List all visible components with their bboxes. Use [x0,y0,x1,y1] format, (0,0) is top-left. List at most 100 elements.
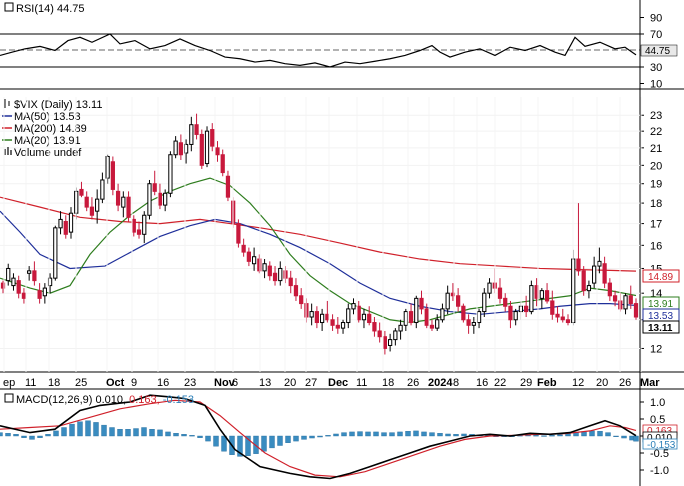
macd-histogram-bar [461,433,467,437]
x-tick-label: ep [3,377,15,389]
candle [189,116,194,152]
macd-value-tag-label: -0.153 [647,440,676,451]
price-tick-label: 12 [650,343,662,355]
x-tick-label: 20 [284,377,296,389]
candle [346,303,351,329]
price-tag-label: 13.91 [648,299,673,310]
x-tick-label: 2024 [428,377,453,389]
macd-histogram-bar [613,435,619,438]
candle [178,134,183,160]
candle [398,319,403,340]
macd-histogram-bar [117,429,123,437]
candle [607,278,612,301]
candle [63,215,68,239]
macd-histogram-bar [549,435,555,437]
candle [319,308,325,331]
macd-histogram-bar [557,434,563,437]
candle [429,319,435,331]
price-tag-label: 14.89 [648,272,673,283]
candle [220,149,225,177]
macd-tick-label: -1.0 [650,465,669,477]
macd-histogram-bar [269,435,275,449]
price-tag-label: 13.53 [648,311,673,322]
macd-histogram-bar [141,427,147,437]
candle [581,266,586,296]
candle [183,139,189,164]
macd-histogram-bar [197,435,203,438]
rsi-value-tag [640,44,678,57]
x-tick-label: 27 [305,377,317,389]
candle [628,285,633,309]
x-tick-label: 26 [407,377,419,389]
macd-histogram-bar [301,435,307,440]
macd-histogram-bar [101,424,107,437]
candle [262,259,267,279]
candle [288,270,293,294]
x-tick-label: 26 [619,377,631,389]
candle [126,191,131,222]
macd-histogram-bar [357,431,363,437]
x-tick-label: 12 [572,377,584,389]
candle [602,256,607,289]
x-tick-label: 9 [131,377,137,389]
macd-legend-swatch [4,393,14,403]
candle [0,280,6,294]
macd-histogram-bar [381,432,387,437]
macd-value-tag-label: 0.010 [647,433,672,444]
macd-histogram-bar [221,435,227,452]
candle [11,273,16,291]
candle [555,306,560,323]
legend-label: $VIX (Daily) 13.11 [14,99,102,111]
legend-label: MA(20) 13.91 [14,135,81,147]
x-tick-label: 16 [157,377,169,389]
candle [37,283,42,304]
legend-item: MA(200) 14.89 [2,123,87,135]
macd-value: MACD(12,26,9) 0.010, [16,394,126,406]
candle [236,219,241,248]
candle [565,314,571,326]
candle [456,288,461,312]
macd-histogram-bar [533,435,539,437]
macd-histogram-bar [405,431,411,437]
candle [435,314,440,331]
macd-histogram-bar [157,429,163,437]
x-tick-label: 8 [453,377,459,389]
candle [215,141,220,162]
macd-histogram-bar [93,422,99,437]
macd-histogram-bar [389,432,395,437]
candle [272,266,278,286]
price-tick-label: 22 [650,126,662,138]
candle [110,156,115,196]
macd-histogram-bar [589,430,595,437]
x-tick-label: 16 [476,377,488,389]
candle [84,191,89,212]
price-tag: 13.53 [642,308,680,322]
candles [0,113,639,355]
candle [225,170,231,202]
macd-histogram-bar [429,432,435,437]
candle [550,290,555,320]
macd-histogram-bar [133,428,139,437]
candle [445,285,450,315]
x-tick-label: Oct [106,377,125,389]
candle [79,181,84,198]
candle [560,308,565,323]
candle [544,283,550,304]
macd-histogram-bar [125,429,131,437]
macd-histogram-bar [397,431,403,437]
macd-histogram-bar [597,431,603,437]
macd-histogram-bar [149,429,155,437]
macd-tick-label: 0.5 [650,414,665,426]
candle [372,317,377,337]
candle [204,126,210,168]
candle [163,189,168,212]
ma200-line [0,196,637,272]
candle [6,263,11,286]
macd-histogram-bar [317,435,323,438]
candle [340,319,346,334]
candle [497,278,503,304]
x-tick-label: 18 [48,377,60,389]
